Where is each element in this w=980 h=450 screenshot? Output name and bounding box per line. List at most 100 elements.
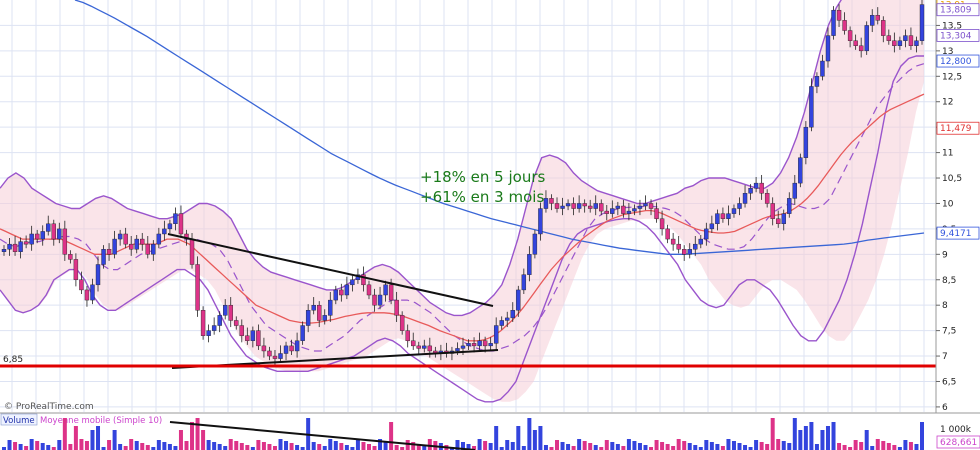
candle-up: [493, 325, 499, 344]
candle-down: [482, 340, 488, 347]
candle-down: [200, 310, 206, 336]
candle-up: [278, 353, 283, 359]
candle-down: [571, 203, 576, 209]
candle-up: [211, 325, 217, 331]
candle-down: [372, 294, 377, 306]
volume-bar: [195, 418, 200, 450]
candle-down: [128, 243, 134, 250]
volume-bar: [73, 426, 78, 450]
candle-up: [328, 299, 333, 316]
volume-bar: [68, 444, 73, 450]
volume-bar: [853, 440, 858, 450]
candle-up: [864, 25, 869, 52]
candle-up: [151, 243, 156, 255]
volume-bar: [223, 446, 228, 450]
volume-bar: [842, 445, 847, 450]
volume-bar: [748, 447, 753, 450]
volume-bar: [682, 441, 687, 450]
candle-down: [881, 20, 886, 36]
volume-bar: [13, 442, 18, 450]
candle-down: [73, 259, 79, 280]
volume-bar: [107, 440, 112, 450]
volume-bar: [555, 440, 560, 450]
volume-value-label: 628,661: [940, 438, 977, 448]
candle-up: [626, 210, 632, 214]
volume-bar: [7, 440, 12, 450]
volume-bar: [494, 426, 499, 450]
candle-up: [903, 35, 908, 41]
candle-up: [632, 208, 637, 212]
volume-bar: [123, 446, 128, 450]
candle-up: [737, 203, 742, 209]
volume-bar: [770, 418, 775, 450]
candle-down: [189, 238, 195, 265]
candle-down: [554, 203, 560, 209]
volume-bar: [317, 444, 322, 450]
candle-down: [720, 213, 726, 219]
volume-bar: [571, 446, 576, 450]
volume-bar: [881, 441, 886, 450]
volume-bar: [737, 443, 742, 450]
candle-up: [693, 243, 698, 250]
candle-up: [1, 249, 7, 252]
candle-up: [576, 203, 582, 209]
volume-bar: [875, 439, 880, 450]
volume-bar: [184, 441, 189, 450]
candle-up: [538, 208, 543, 235]
volume-bar: [615, 444, 620, 450]
candle-down: [427, 345, 433, 352]
volume-bar: [422, 446, 427, 450]
candle-down: [892, 40, 897, 46]
volume-bar: [261, 442, 266, 450]
volume-bar: [621, 446, 626, 450]
candle-up: [825, 35, 831, 62]
volume-bar: [499, 447, 504, 450]
bollinger-upper-band: [0, 0, 842, 317]
volume-bar: [781, 441, 786, 450]
volume-bar: [510, 442, 515, 450]
candle-up: [709, 223, 715, 230]
volume-bar: [162, 442, 167, 450]
price-value-badge: [936, 54, 980, 68]
candle-up: [715, 213, 720, 225]
candle-down: [245, 335, 250, 341]
volume-bar: [693, 445, 698, 450]
volume-bar: [289, 443, 294, 450]
price-value-label: 11,479: [940, 124, 972, 134]
candle-up: [422, 345, 427, 349]
candle-up: [250, 330, 256, 341]
candle-down: [388, 284, 394, 301]
volume-bar: [897, 447, 902, 450]
candle-down: [471, 343, 477, 347]
candle-down: [178, 213, 184, 235]
volume-bar: [361, 442, 366, 450]
support-level: 6,85: [0, 355, 936, 368]
volume-bar: [604, 440, 609, 450]
volume-bar: [516, 426, 521, 450]
volume-bar: [245, 445, 250, 450]
candle-up: [643, 203, 648, 207]
candle-down: [34, 233, 40, 240]
volume-bar: [870, 446, 875, 450]
candle-down: [411, 340, 416, 347]
volume-bar: [687, 443, 692, 450]
volume-bar: [643, 445, 648, 450]
candle-up: [704, 228, 709, 240]
price-tick-label: 6: [942, 403, 948, 413]
candle-down: [239, 325, 244, 336]
candle-down: [908, 35, 914, 46]
volume-bar: [632, 441, 637, 450]
candle-up: [455, 348, 460, 352]
candle-down: [267, 350, 272, 357]
candle-down: [858, 45, 864, 52]
candle-up: [333, 289, 339, 301]
volume-bar: [250, 447, 255, 450]
volume-bar: [577, 439, 582, 450]
candle-up: [726, 213, 731, 219]
candle-up: [803, 126, 809, 158]
volume-bar: [190, 422, 195, 450]
volume-bar: [389, 422, 394, 450]
candle-up: [294, 340, 300, 352]
volume-bar: [394, 445, 399, 450]
candle-up: [488, 343, 493, 347]
